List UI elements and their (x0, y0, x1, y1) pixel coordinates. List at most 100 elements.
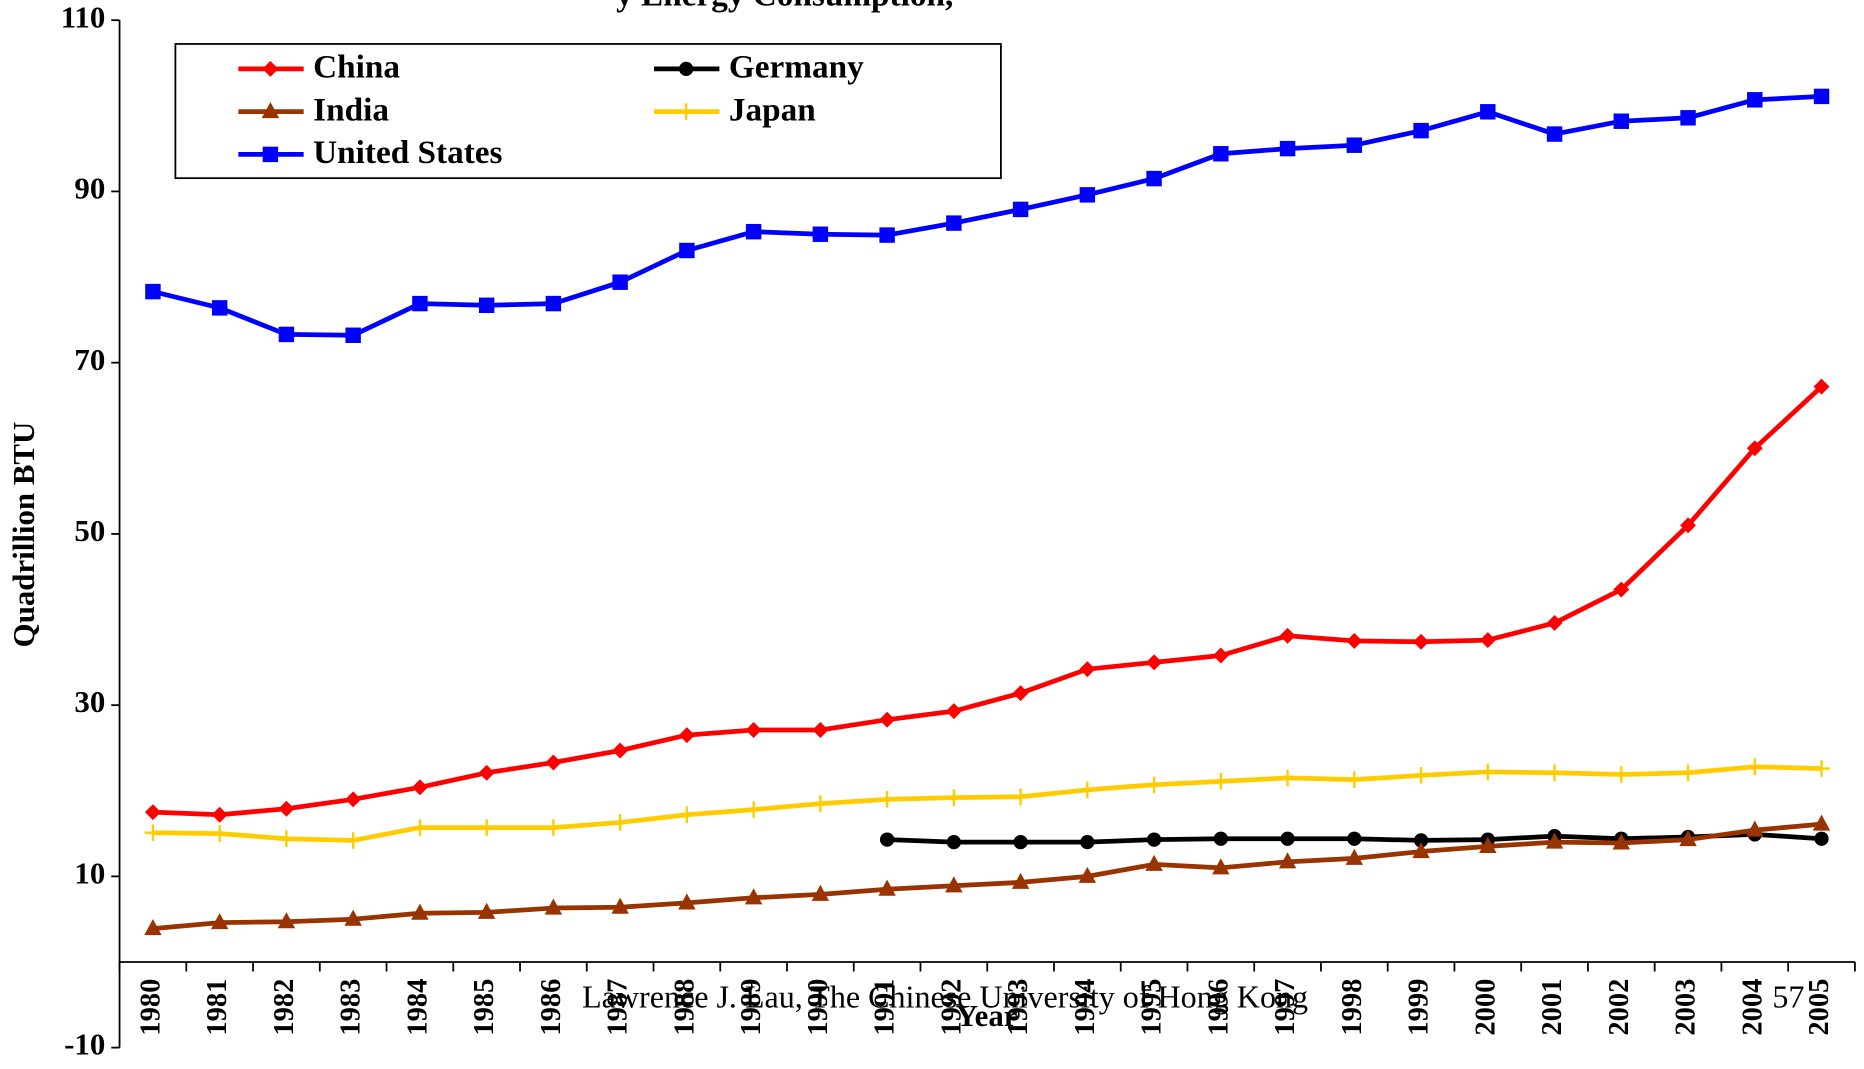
x-tick-label: 1981 (202, 979, 233, 1036)
legend-label: China (313, 49, 400, 86)
marker (679, 61, 694, 77)
marker (1747, 92, 1763, 108)
marker (1212, 773, 1230, 790)
y-tick-label: 70 (74, 342, 105, 377)
marker (1746, 820, 1764, 837)
marker (1479, 836, 1497, 853)
marker (1612, 833, 1631, 850)
marker (211, 300, 228, 316)
x-tick-label: 2000 (1470, 979, 1501, 1036)
marker (345, 791, 362, 808)
marker (278, 326, 295, 343)
marker (945, 876, 963, 893)
marker (144, 804, 161, 821)
marker (478, 819, 495, 836)
footer-text: Lawrence J. Lau, The Chinese University … (582, 978, 1308, 1014)
marker (1679, 830, 1697, 847)
marker (1480, 104, 1496, 120)
marker (1546, 764, 1563, 782)
x-tick-label: 1991 (870, 979, 901, 1036)
x-tick-label: 2001 (1537, 979, 1568, 1036)
marker (1813, 88, 1830, 105)
x-tick-label: 1985 (469, 979, 500, 1036)
series-line (152, 821, 1822, 931)
x-tick-label: 1983 (336, 979, 367, 1036)
marker (1680, 517, 1697, 534)
x-tick-label: 2002 (1604, 979, 1635, 1036)
marker (744, 888, 763, 905)
marker (1812, 814, 1831, 831)
marker (478, 297, 495, 314)
marker (210, 913, 229, 930)
marker (1412, 767, 1430, 784)
marker (946, 835, 961, 850)
y-axis-label: Quadrillion BTU (6, 422, 41, 648)
x-tick-label: 1994 (1070, 979, 1101, 1036)
legend-label: Japan (729, 91, 816, 128)
marker (612, 274, 628, 290)
marker (411, 779, 428, 796)
marker (277, 912, 296, 929)
marker (1213, 831, 1228, 846)
legend-label: India (313, 91, 389, 128)
marker (262, 60, 279, 77)
marker (278, 830, 295, 848)
marker (745, 801, 762, 818)
marker (1079, 661, 1096, 678)
marker (1279, 140, 1296, 157)
x-axis-label: Year (956, 998, 1018, 1033)
marker (1080, 835, 1095, 850)
marker (878, 791, 896, 808)
marker (1279, 627, 1296, 644)
marker (1679, 764, 1697, 782)
marker (678, 727, 695, 744)
marker (262, 146, 279, 163)
marker (1413, 122, 1429, 139)
marker (812, 226, 829, 242)
marker (1145, 854, 1163, 871)
marker (1546, 614, 1563, 631)
marker (545, 295, 562, 312)
marker (477, 902, 496, 919)
marker (1546, 126, 1563, 142)
marker (1146, 832, 1162, 847)
x-tick-label: 1982 (269, 979, 300, 1036)
marker (1813, 760, 1830, 777)
marker (1346, 137, 1363, 153)
x-tick-label: 1989 (736, 979, 767, 1036)
x-tick-label: 1986 (536, 979, 567, 1036)
legend-box (174, 43, 1002, 180)
marker (1012, 201, 1029, 218)
marker (412, 295, 428, 312)
marker (211, 806, 228, 823)
x-tick-label: 1980 (135, 979, 166, 1036)
legend-label: United States (313, 134, 502, 171)
x-tick-label: 2003 (1671, 979, 1702, 1036)
y-tick-label: 50 (74, 513, 105, 548)
legend-label: Germany (729, 49, 864, 86)
marker (1079, 781, 1096, 799)
marker (745, 722, 762, 738)
marker (1146, 654, 1163, 671)
x-tick-label: 1992 (936, 979, 967, 1036)
marker (1813, 378, 1830, 395)
marker (1278, 852, 1297, 869)
marker (812, 722, 829, 738)
marker (1146, 170, 1162, 187)
marker (812, 795, 829, 812)
marker (1212, 858, 1230, 875)
marker (1613, 113, 1630, 129)
x-tick-label: 2004 (1737, 979, 1768, 1036)
marker (411, 903, 429, 920)
marker (1079, 187, 1096, 203)
marker (544, 898, 563, 915)
marker (1746, 440, 1763, 457)
marker (1013, 835, 1028, 850)
marker (1346, 632, 1363, 649)
y-tick-label: 30 (74, 684, 105, 719)
marker (478, 764, 495, 781)
marker (545, 754, 562, 771)
chart-title: y Energy Consumption, (616, 0, 953, 13)
marker (878, 879, 896, 896)
